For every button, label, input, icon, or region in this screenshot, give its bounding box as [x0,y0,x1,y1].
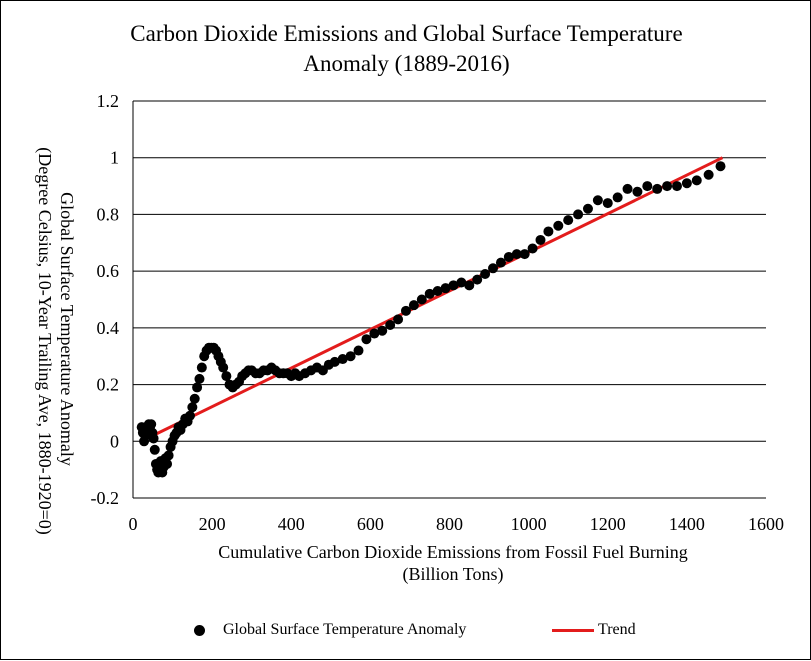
x-tick-label: 600 [357,514,384,534]
x-tick-label: 200 [199,514,226,534]
data-point [337,354,348,365]
legend-label-anomaly: Global Surface Temperature Anomaly [223,621,467,638]
data-point [480,268,491,279]
legend: Global Surface Temperature Anomaly Trend [1,621,811,643]
data-point [527,243,538,254]
data-point [563,215,574,226]
trend-series [152,156,724,437]
chart-title: Carbon Dioxide Emissions and Global Surf… [1,19,811,79]
data-point [432,285,443,296]
data-point [671,181,682,192]
data-point [511,249,522,260]
data-point [691,175,702,186]
x-axis-label-line-1: Cumulative Carbon Dioxide Emissions from… [218,542,688,562]
data-point [440,283,451,294]
data-point [456,277,467,288]
x-tick-label: 400 [278,514,305,534]
x-tick-label: 1000 [511,514,547,534]
data-point [385,320,396,331]
x-tick-label: 800 [436,514,463,534]
legend-label-trend: Trend [598,621,636,638]
y-tick-label: 1.2 [97,91,120,111]
x-axis-label: Cumulative Carbon Dioxide Emissions from… [133,541,773,585]
y-tick-label: 0.4 [97,318,120,338]
data-point [632,186,643,197]
data-point [662,181,673,192]
chart-title-line-1: Carbon Dioxide Emissions and Global Surf… [130,21,683,46]
data-point [424,288,435,299]
data-point [329,356,340,367]
legend-item-trend: Trend [552,621,636,639]
x-tick-label: 0 [129,514,138,534]
data-point [408,300,419,311]
legend-marker-dot [194,624,205,636]
data-point [353,345,364,356]
data-point [146,419,157,430]
data-point [573,209,584,220]
data-point [221,371,232,382]
y-axis-label-line-2: (Degree Celsius, 10-Year Trailing Ave, 1… [34,147,55,534]
data-point [652,183,663,194]
data-point [218,362,229,373]
chart-title-line-2: Anomaly (1889-2016) [303,51,510,76]
trend-line [152,156,724,437]
data-point [393,314,404,325]
data-point [592,195,603,206]
data-point [149,444,160,455]
data-point [543,226,554,237]
x-tick-label: 1600 [748,514,784,534]
y-tick-label: 0 [110,431,119,451]
y-tick-label: -0.2 [91,488,120,508]
data-point [148,433,159,444]
data-point [162,458,173,469]
x-axis-label-line-2: (Billion Tons) [402,564,504,584]
data-point [612,192,623,203]
data-point [184,410,195,421]
y-tick-label: 0.8 [97,204,120,224]
data-point [345,351,356,362]
data-point [464,280,475,291]
data-point [582,203,593,214]
y-tick-labels: -0.2 0 0.2 0.4 0.6 0.8 1 1.2 [91,91,120,508]
data-point [369,328,380,339]
x-tick-labels: 0 200 400 600 800 1000 1200 1400 1600 [129,514,785,534]
data-point [416,294,427,305]
gridlines [132,100,766,499]
data-point [642,181,653,192]
data-point [519,249,530,260]
data-point [488,263,499,274]
data-point [187,402,198,413]
x-tick-label: 1200 [590,514,626,534]
anomaly-series [136,161,726,478]
y-tick-label: 0.6 [97,261,120,281]
data-point [503,251,514,262]
data-point [196,362,207,373]
data-point [472,274,483,285]
data-point [703,169,714,180]
legend-item-anomaly: Global Surface Temperature Anomaly [194,621,466,639]
data-point [194,373,205,384]
x-tick-label: 1400 [669,514,705,534]
data-point [553,220,564,231]
legend-marker-line [552,628,594,632]
data-point [163,450,174,461]
data-point [192,382,203,393]
data-point [361,334,372,345]
data-point [377,325,388,336]
data-point [189,393,200,404]
data-point [715,161,726,172]
data-point [448,280,459,291]
y-tick-label: 1 [110,148,119,168]
data-point [400,305,411,316]
y-axis-label-line-1: Global Surface Temperature Anomaly [57,192,77,466]
data-point [602,198,613,209]
data-point [622,183,633,194]
data-point [681,178,692,189]
data-point [535,234,546,245]
y-tick-label: 0.2 [97,375,120,395]
data-point [495,257,506,268]
